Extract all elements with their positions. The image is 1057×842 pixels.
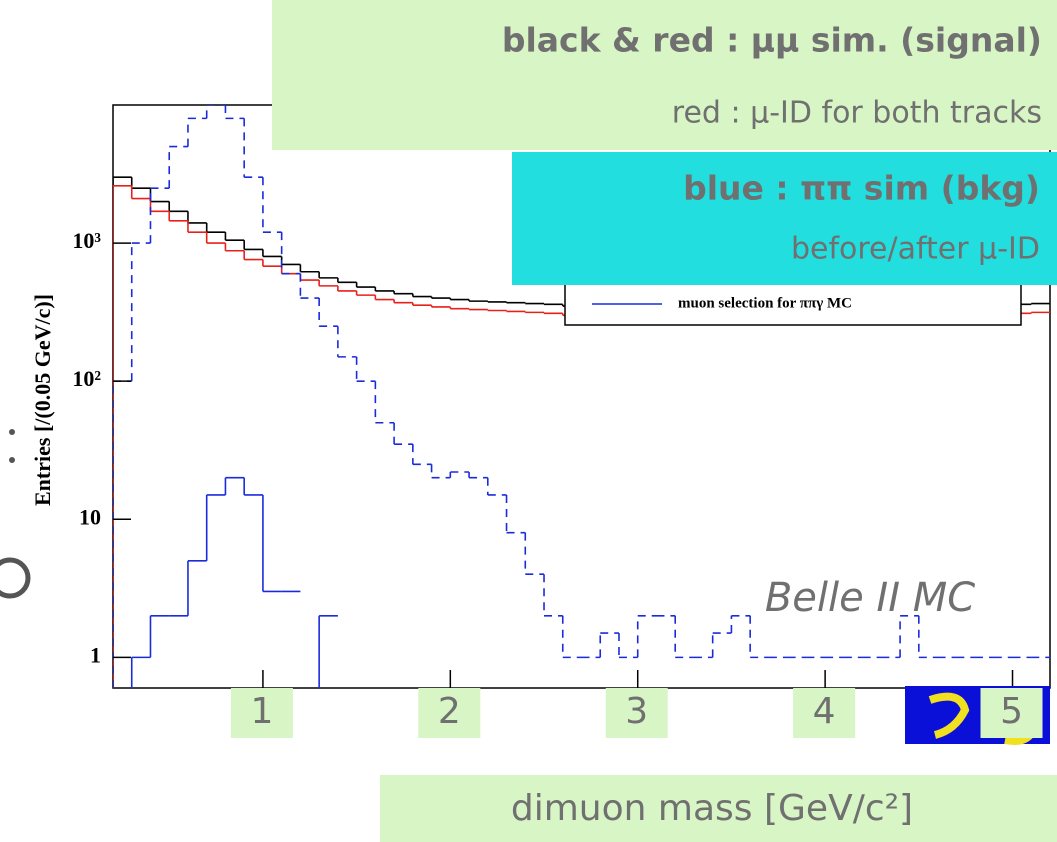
note-box [272,0,1057,150]
x-label-box [380,775,1057,842]
x-tick-label: 3 [625,691,648,732]
axes: 1 10 10² 10³ [72,228,1014,688]
bullet-decoration [9,429,15,435]
y-tick-label: 10 [79,504,101,529]
y-tick-label: 1 [90,642,101,667]
legend-label: muon selection for ππγ MC [678,295,852,311]
x-axis-label: dimuon mass [GeV/c²] [511,788,913,829]
x-tick-label: 4 [813,691,836,732]
x-tick-box [980,688,1043,738]
bullet-decoration [9,457,15,463]
y-tick-label: 10² [72,366,101,391]
y-axis-label: Entries [/(0.05 GeV/c)] [30,294,55,506]
x-tick-label: 2 [438,691,461,732]
x-tick-box [230,688,293,738]
x-tick-box [418,688,481,738]
note: before/after μ-ID [791,232,1040,267]
x-tick-box [793,688,856,738]
x-ticks: 1 2 3 4 5 [230,688,1043,738]
x-tick-box [605,688,668,738]
y-tick-label: 10³ [72,228,101,253]
x-tick-label: 1 [250,691,273,732]
note: red : μ-ID for both tracks [672,96,1042,131]
note: blue : ππ sim (bkg) [683,169,1040,208]
annotation: Belle II MC [765,575,975,621]
note: black & red : μμ sim. (signal) [502,21,1042,60]
x-tick-label: 5 [1000,691,1023,732]
bullet-decoration [0,557,31,599]
note-box [512,152,1057,285]
logo [928,692,970,739]
